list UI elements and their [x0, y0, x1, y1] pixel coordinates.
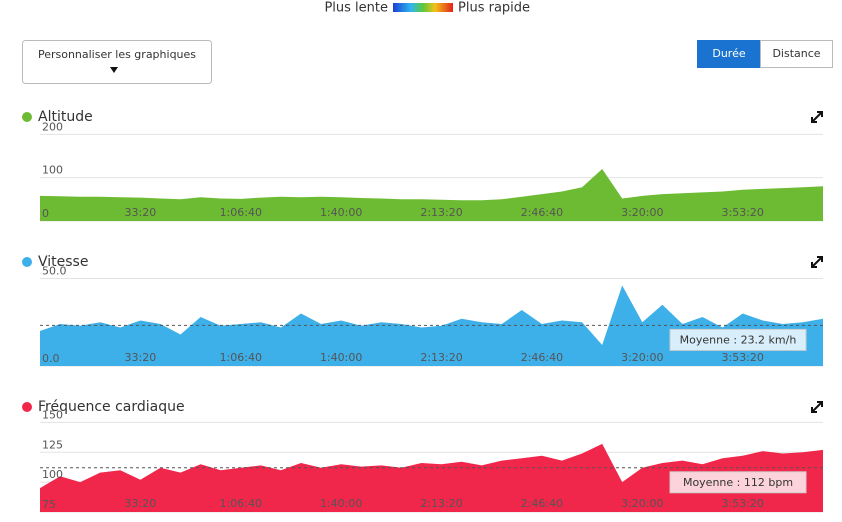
x-tick-label: 3:20:00 — [621, 206, 663, 219]
expand-icon[interactable] — [811, 401, 823, 413]
x-tick-label: 1:40:00 — [320, 497, 362, 510]
y-tick-label: 100 — [42, 164, 63, 177]
x-tick-label: 2:46:40 — [521, 206, 563, 219]
expand-icon[interactable] — [811, 111, 823, 123]
toggle-label[interactable]: Durée — [712, 47, 745, 60]
chart-title: Vitesse — [38, 254, 88, 270]
expand-icon[interactable] — [811, 256, 823, 268]
x-tick-label: 33:20 — [125, 351, 157, 364]
x-tick-label: 2:46:40 — [521, 351, 563, 364]
average-label: Moyenne : 23.2 km/h — [680, 333, 797, 346]
y-tick-label: 75 — [42, 498, 56, 511]
y-tick-label: 150 — [42, 408, 63, 421]
legend-dot — [22, 257, 32, 267]
y-tick-label: 125 — [42, 438, 63, 451]
x-tick-label: 1:40:00 — [320, 351, 362, 364]
x-tick-label: 1:40:00 — [320, 206, 362, 219]
average-label: Moyenne : 112 bpm — [683, 476, 793, 489]
chart-title: Altitude — [38, 109, 93, 125]
x-tick-label: 2:46:40 — [521, 497, 563, 510]
y-tick-label: 0.0 — [42, 352, 60, 365]
area — [40, 443, 823, 512]
x-tick-label: 2:13:20 — [420, 351, 462, 364]
speed-gradient — [393, 3, 453, 12]
toggle-label[interactable]: Distance — [772, 47, 820, 60]
y-tick-label: 100 — [42, 468, 63, 481]
charts: Altitude 0 100 200 33:20 1:06:40 1:40:00 2:13:2… — [22, 109, 823, 513]
legend-dot — [22, 402, 32, 412]
x-tick-label: 3:20:00 — [621, 497, 663, 510]
customize-button[interactable]: Personnaliser les graphiques — [22, 40, 212, 84]
x-tick-label: 1:06:40 — [220, 497, 262, 510]
toggle-group: Durée Distance — [697, 40, 833, 68]
area — [40, 169, 823, 221]
x-tick-label: 3:53:20 — [721, 351, 763, 364]
fast-label: Plus rapide — [458, 1, 530, 16]
x-tick-label: 3:20:00 — [621, 351, 663, 364]
button-label[interactable]: Personnaliser les graphiques — [38, 48, 196, 61]
y-tick-label: 0 — [42, 207, 49, 220]
x-tick-label: 3:53:20 — [721, 497, 763, 510]
button-frame[interactable] — [22, 40, 212, 84]
y-tick-label: 50.0 — [42, 265, 67, 278]
x-tick-label: 2:13:20 — [420, 497, 462, 510]
x-tick-label: 3:53:20 — [721, 206, 763, 219]
x-tick-label: 33:20 — [125, 206, 157, 219]
y-tick-label: 200 — [42, 120, 63, 133]
average-box — [669, 471, 807, 494]
dropdown-arrow[interactable] — [110, 67, 118, 73]
x-tick-label: 1:06:40 — [220, 206, 262, 219]
x-tick-label: 1:06:40 — [220, 351, 262, 364]
x-tick-label: 33:20 — [125, 497, 157, 510]
legend-dot — [22, 112, 32, 122]
area — [40, 285, 823, 366]
average-box — [669, 328, 807, 351]
slow-label: Plus lente — [324, 1, 388, 16]
x-tick-label: 2:13:20 — [420, 206, 462, 219]
toggle-option[interactable] — [760, 40, 833, 68]
chart-title: Fréquence cardiaque — [38, 399, 185, 415]
